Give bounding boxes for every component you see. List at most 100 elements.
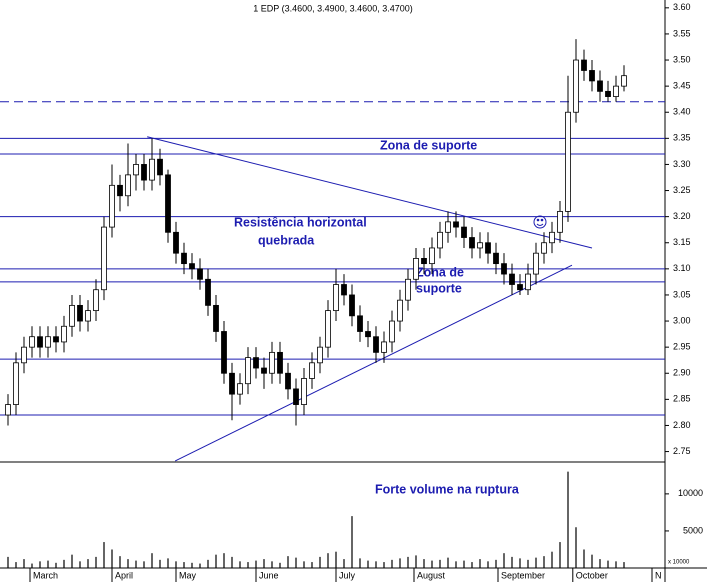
annotation: quebrada <box>258 233 315 247</box>
candle-body <box>517 284 523 291</box>
candle-body <box>373 336 379 353</box>
x-tick-label: September <box>501 570 545 580</box>
y-tick-label: 3.25 <box>673 185 691 195</box>
candle-body <box>117 184 123 197</box>
candle-body <box>261 367 267 374</box>
candle-body <box>549 231 555 244</box>
candle-body <box>501 263 507 275</box>
candle-body <box>493 252 499 265</box>
candle-body <box>125 174 131 197</box>
y-tick-label: 3.20 <box>673 211 691 221</box>
candle-body <box>581 59 587 71</box>
candle-body <box>429 247 435 265</box>
y-tick-label: 3.10 <box>673 263 691 273</box>
candle-body <box>557 211 563 233</box>
y-tick-label: 3.15 <box>673 237 691 247</box>
y-tick-label: 3.05 <box>673 289 691 299</box>
y-tick-label: 2.90 <box>673 368 691 378</box>
candle-body <box>13 362 19 405</box>
candle-body <box>309 362 315 379</box>
y-tick-label: 3.30 <box>673 159 691 169</box>
candle-body <box>69 304 75 327</box>
y-tick-label: 3.40 <box>673 107 691 117</box>
candle-body <box>165 174 171 233</box>
candle-body <box>277 351 283 374</box>
candle-body <box>573 59 579 113</box>
candle-body <box>597 80 603 92</box>
candle-body <box>221 331 227 374</box>
y-tick-label: 3.35 <box>673 133 691 143</box>
candle-body <box>317 346 323 364</box>
candle-body <box>237 383 243 395</box>
candle-body <box>389 320 395 343</box>
candle-body <box>189 263 195 270</box>
candle-body <box>397 299 403 322</box>
candle-body <box>101 226 107 291</box>
candle-body <box>5 404 11 416</box>
candle-body <box>421 258 427 265</box>
candle-body <box>453 221 459 228</box>
volume-tick-label: 5000 <box>683 525 703 535</box>
y-tick-label: 2.85 <box>673 394 691 404</box>
annotation: Zona de <box>416 265 464 279</box>
trend-line <box>174 264 573 462</box>
candle-body <box>461 226 467 238</box>
y-tick-label: 2.80 <box>673 420 691 430</box>
y-tick-label: 3.00 <box>673 315 691 325</box>
candle-body <box>413 258 419 280</box>
annotation: suporte <box>416 281 462 295</box>
x-tick-label: March <box>33 570 58 580</box>
annotation: Resistência horizontal <box>234 215 367 229</box>
y-tick-label: 3.50 <box>673 54 691 64</box>
candle-body <box>269 351 275 374</box>
candle-body <box>181 252 187 265</box>
x-tick-label: October <box>576 570 608 580</box>
candle-body <box>93 289 99 312</box>
candle-body <box>349 294 355 317</box>
candle-body <box>109 184 115 228</box>
x-tick-label: June <box>259 570 279 580</box>
candle-body <box>85 310 91 322</box>
candle-body <box>469 237 475 249</box>
candle-body <box>533 252 539 275</box>
candle-body <box>197 268 203 280</box>
candle-body <box>341 284 347 296</box>
smiley <box>533 215 547 229</box>
x-tick-label: August <box>417 570 446 580</box>
chart-title: 1 EDP (3.4600, 3.4900, 3.4600, 3.4700) <box>253 3 412 13</box>
y-tick-label: 3.55 <box>673 28 691 38</box>
candle-body <box>589 70 595 82</box>
candle-body <box>613 85 619 97</box>
candle-body <box>357 315 363 332</box>
candle-body <box>445 221 451 233</box>
candle-body <box>333 284 339 312</box>
candle-body <box>509 273 515 285</box>
y-tick-label: 2.95 <box>673 342 691 352</box>
candle-body <box>285 372 291 390</box>
candle-body <box>77 304 83 322</box>
x-tick-label: N <box>655 570 662 580</box>
candle-body <box>205 278 211 306</box>
candle-body <box>405 278 411 301</box>
candle-body <box>61 325 67 343</box>
candle-body <box>133 164 139 176</box>
candle-body <box>565 111 571 212</box>
x-tick-label: July <box>339 570 356 580</box>
trend-line <box>147 136 593 249</box>
y-tick-label: 3.45 <box>673 81 691 91</box>
candle-body <box>485 242 491 254</box>
y-tick-label: 2.75 <box>673 446 691 456</box>
candle-body <box>605 90 611 97</box>
candle-body <box>245 357 251 385</box>
candle-body <box>437 231 443 249</box>
candle-body <box>365 331 371 338</box>
candle-body <box>325 310 331 348</box>
candle-body <box>525 273 531 291</box>
candle-body <box>37 336 43 348</box>
candle-body <box>381 341 387 353</box>
annotation: Zona de suporte <box>380 138 477 152</box>
candle-body <box>141 164 147 181</box>
candle-body <box>53 336 59 343</box>
